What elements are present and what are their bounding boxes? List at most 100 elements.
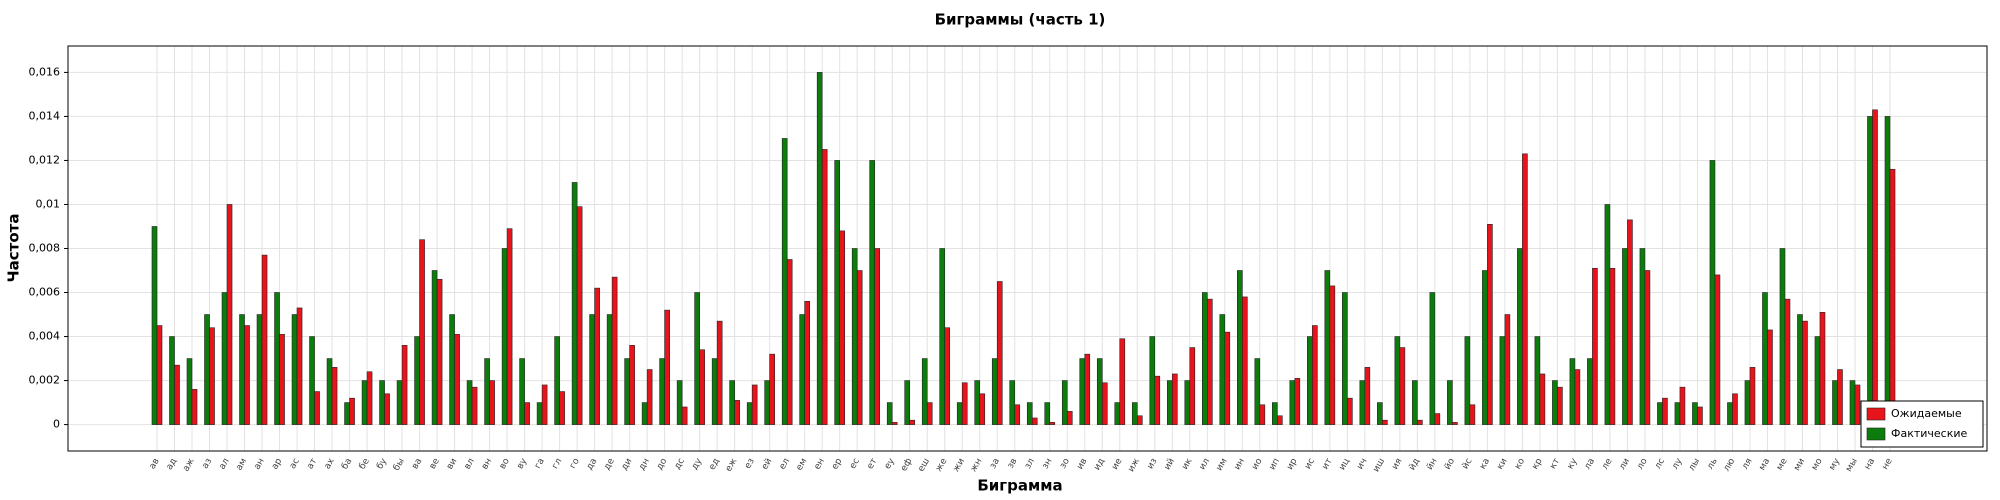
bar — [1166, 380, 1173, 425]
bar — [886, 402, 893, 425]
bar — [1324, 270, 1331, 425]
x-tick-label: жи — [951, 457, 967, 474]
x-tick-label: ла — [1583, 457, 1597, 472]
x-tick-label: ем — [795, 457, 810, 473]
x-tick-label: ив — [1075, 457, 1089, 472]
x-tick-label: ер — [830, 457, 844, 472]
bar — [734, 400, 740, 425]
bar — [891, 422, 898, 425]
bar — [506, 228, 513, 425]
bar — [769, 353, 775, 425]
bar — [1784, 298, 1791, 425]
bar — [1084, 353, 1091, 425]
bar — [1819, 312, 1826, 425]
x-tick-label: иш — [1371, 457, 1387, 474]
chart-title: Биграммы (часть 1) — [935, 11, 1106, 29]
bar — [816, 72, 823, 425]
bar — [1026, 402, 1033, 425]
bar — [1552, 380, 1558, 425]
bar — [624, 358, 630, 425]
bar — [1289, 380, 1296, 425]
bar — [1674, 402, 1681, 425]
x-tick-label: ез — [743, 457, 757, 471]
bar — [799, 314, 805, 425]
x-tick-label: ий — [1163, 457, 1178, 472]
x-tick-label: ан — [252, 457, 266, 472]
x-tick-label: ву — [515, 456, 529, 471]
x-tick-label: дс — [673, 457, 687, 472]
bar — [1644, 270, 1651, 425]
bar — [256, 314, 263, 425]
bar — [821, 149, 828, 425]
bar — [1329, 285, 1336, 425]
bar — [1009, 380, 1016, 425]
bar — [209, 327, 215, 425]
bar — [1031, 417, 1038, 425]
bar — [554, 336, 560, 425]
bar — [401, 345, 408, 425]
bar — [1639, 248, 1646, 425]
x-tick-label: ат — [305, 457, 319, 471]
bar — [366, 371, 373, 425]
bar — [1557, 386, 1563, 425]
y-tick-label: 0,002 — [29, 374, 61, 387]
bar — [454, 334, 460, 425]
bar — [1359, 380, 1366, 425]
bar — [1066, 411, 1073, 425]
x-tick-label: ио — [1250, 456, 1265, 471]
x-tick-label: ик — [1180, 456, 1195, 471]
x-tick-label: лс — [1653, 457, 1667, 471]
bar — [856, 270, 863, 425]
x-tick-label: ка — [1478, 457, 1492, 471]
x-tick-label: ва — [410, 457, 424, 471]
bar — [466, 380, 473, 425]
bar — [559, 391, 565, 425]
bar — [869, 160, 876, 425]
bar — [991, 358, 998, 425]
x-tick-label: йо — [1443, 456, 1458, 471]
legend-swatch — [1866, 427, 1886, 441]
bar — [729, 380, 735, 425]
bar — [1697, 406, 1703, 425]
x-tick-label: ал — [217, 457, 231, 472]
x-tick-label: мо — [1810, 456, 1825, 472]
x-tick-label: иж — [1126, 457, 1142, 474]
bar — [979, 393, 986, 425]
x-tick-label: же — [934, 456, 950, 473]
x-tick-label: за — [988, 457, 1002, 471]
x-tick-label: му — [1828, 456, 1843, 472]
bar — [711, 358, 718, 425]
bar — [261, 254, 268, 425]
bar — [1061, 380, 1068, 425]
bar — [1242, 296, 1248, 425]
x-tick-label: ма — [1757, 457, 1772, 473]
bar — [1749, 367, 1756, 425]
bar — [1119, 338, 1126, 425]
y-tick-label: 0 — [53, 418, 60, 431]
bar — [1184, 380, 1191, 425]
bar — [1254, 358, 1261, 425]
x-tick-label: ия — [1390, 457, 1404, 472]
bar — [379, 380, 385, 425]
bar — [1884, 116, 1891, 425]
y-tick-label: 0,008 — [29, 242, 61, 255]
bar — [1574, 369, 1581, 425]
bar — [1312, 325, 1318, 425]
x-tick-label: ед — [707, 457, 722, 472]
bar — [1569, 358, 1576, 425]
bar — [1867, 116, 1873, 425]
bar — [1447, 380, 1453, 425]
bar — [244, 325, 250, 425]
x-tick-label: еж — [724, 457, 739, 474]
bar — [1592, 268, 1598, 425]
bar — [641, 402, 648, 425]
bar — [1171, 373, 1178, 425]
bar — [449, 314, 455, 425]
bar — [1114, 402, 1121, 425]
bar — [489, 380, 495, 425]
bar — [961, 382, 968, 425]
bar — [926, 402, 933, 425]
y-tick-label: 0,006 — [29, 286, 61, 299]
bar — [1412, 380, 1418, 425]
